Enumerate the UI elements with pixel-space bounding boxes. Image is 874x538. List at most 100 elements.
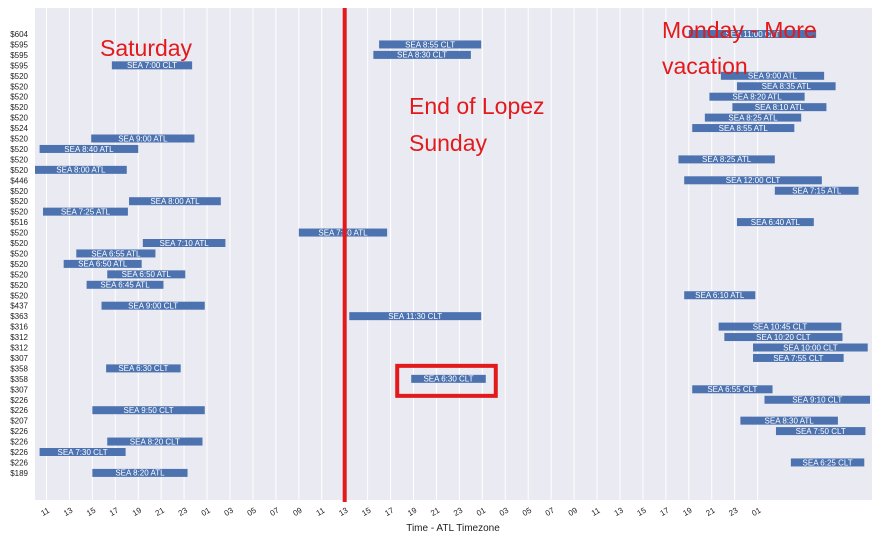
x-tick-label: 19 <box>681 505 694 518</box>
price-label: $520 <box>10 291 28 300</box>
x-tick-label: 21 <box>154 505 167 518</box>
flight-bar-label: SEA 6:50 ATL <box>78 260 128 269</box>
flight-bar <box>684 176 822 185</box>
flight-bar <box>111 61 193 70</box>
flight-bar-label: SEA 8:35 ATL <box>762 82 812 91</box>
flight-bar-label: SEA 12:00 CLT <box>726 176 781 185</box>
flight-bar-label: SEA 6:30 CLT <box>118 364 168 373</box>
x-tick-label: 07 <box>269 505 282 518</box>
flight-bar <box>692 385 773 394</box>
x-tick-label: 21 <box>429 505 442 518</box>
flight-bar <box>63 259 142 268</box>
flight-bar <box>91 134 195 143</box>
price-label: $524 <box>10 124 28 133</box>
flight-bar-label: SEA 9:00 CLT <box>128 302 178 311</box>
x-tick-label: 05 <box>521 505 534 518</box>
x-tick-label: 13 <box>613 505 626 518</box>
price-label: $226 <box>10 396 28 405</box>
flight-bar-label: SEA 8:55 CLT <box>405 40 455 49</box>
flight-bar <box>736 218 814 227</box>
flight-bar <box>732 103 827 112</box>
price-label: $520 <box>10 197 28 206</box>
flight-bar-label: SEA 6:30 CLT <box>423 375 473 384</box>
x-tick-label: 17 <box>108 505 121 518</box>
x-tick-label: 11 <box>39 506 51 518</box>
price-label: $520 <box>10 103 28 112</box>
plot-background <box>35 8 872 500</box>
flight-bar-label: SEA 9:00 ATL <box>748 72 798 81</box>
flight-bar-label: SEA 8:20 ATL <box>115 469 165 478</box>
flight-bar-label: SEA 8:55 ATL <box>719 124 769 133</box>
flight-bar-label: SEA 9:10 CLT <box>792 396 842 405</box>
flight-bar <box>106 364 181 373</box>
flight-bar <box>740 416 838 425</box>
flight-bar <box>790 458 865 467</box>
flight-bar-label: SEA 7:15 ATL <box>792 187 842 196</box>
flight-bar <box>39 144 139 153</box>
flight-bar-label: SEA 8:20 CLT <box>130 437 180 446</box>
x-tick-label: 01 <box>475 505 488 518</box>
x-tick-label: 17 <box>383 505 396 518</box>
price-label: $446 <box>10 176 28 185</box>
flight-bar-label: SEA 8:10 ATL <box>755 103 805 112</box>
price-label: $520 <box>10 82 28 91</box>
x-axis-title: Time - ATL Timezone <box>406 523 500 534</box>
flight-bar <box>373 50 471 59</box>
flight-bar <box>692 124 795 133</box>
flight-bar <box>411 374 486 383</box>
price-label: $516 <box>10 218 28 227</box>
flight-bar <box>775 427 866 436</box>
price-label: $312 <box>10 333 28 342</box>
x-tick-label: 23 <box>452 505 465 518</box>
flight-bar-label: SEA 6:25 CLT <box>803 458 853 467</box>
price-label: $520 <box>10 72 28 81</box>
price-label: $307 <box>10 354 28 363</box>
annotation-vacation: vacation <box>662 53 748 79</box>
price-label: $207 <box>10 417 28 426</box>
flight-bar <box>764 395 871 404</box>
x-tick-label: 03 <box>223 505 236 518</box>
flight-bar <box>753 343 868 352</box>
flight-bar-label: SEA 7:00 CLT <box>127 61 177 70</box>
flight-bar-label: SEA 8:00 ATL <box>56 166 106 175</box>
price-label: $312 <box>10 344 28 353</box>
flight-bar-label: SEA 6:40 ATL <box>751 218 801 227</box>
highlight-box <box>395 363 498 398</box>
x-tick-label: 05 <box>246 505 259 518</box>
flight-bar <box>678 155 775 164</box>
flight-bar-label: SEA 11:30 CLT <box>388 312 442 321</box>
price-label: $226 <box>10 458 28 467</box>
x-tick-label: 01 <box>200 505 213 518</box>
flight-bar-label: SEA 8:25 ATL <box>728 113 778 122</box>
flight-bar-label: SEA 10:00 CLT <box>783 343 838 352</box>
flight-bar <box>35 165 127 174</box>
flight-bar-label: SEA 6:50 ATL <box>122 270 172 279</box>
annotation-saturday: Saturday <box>100 35 193 61</box>
annotation-monday: Monday - More <box>662 17 817 43</box>
x-tick-label: 19 <box>131 505 144 518</box>
price-label: $520 <box>10 260 28 269</box>
annotations: Saturday End of Lopez Sunday Monday - Mo… <box>100 8 817 502</box>
x-tick-label: 23 <box>727 505 740 518</box>
price-label: $520 <box>10 208 28 217</box>
price-label: $595 <box>10 51 28 60</box>
price-label: $520 <box>10 145 28 154</box>
flight-bar <box>349 312 482 321</box>
flight-bar-label: SEA 6:45 ATL <box>100 281 150 290</box>
flight-bar <box>774 186 859 195</box>
price-label: $520 <box>10 229 28 238</box>
flight-bar-label: SEA 8:40 ATL <box>64 145 114 154</box>
flight-bar <box>753 353 844 362</box>
price-label: $520 <box>10 114 28 123</box>
x-tick-label: 03 <box>498 505 511 518</box>
flight-bar-label: SEA 8:30 ATL <box>765 416 815 425</box>
flight-bar-label: SEA 8:30 CLT <box>397 51 447 60</box>
flight-bar-label: SEA 7:55 CLT <box>773 354 823 363</box>
price-label: $520 <box>10 249 28 258</box>
price-label: $226 <box>10 427 28 436</box>
flight-bar <box>107 270 186 279</box>
annotation-end-of-lopez: End of Lopez <box>409 93 545 119</box>
flight-bar-label: SEA 6:55 CLT <box>707 385 757 394</box>
flight-bar-label: SEA 7:10 ATL <box>160 239 210 248</box>
